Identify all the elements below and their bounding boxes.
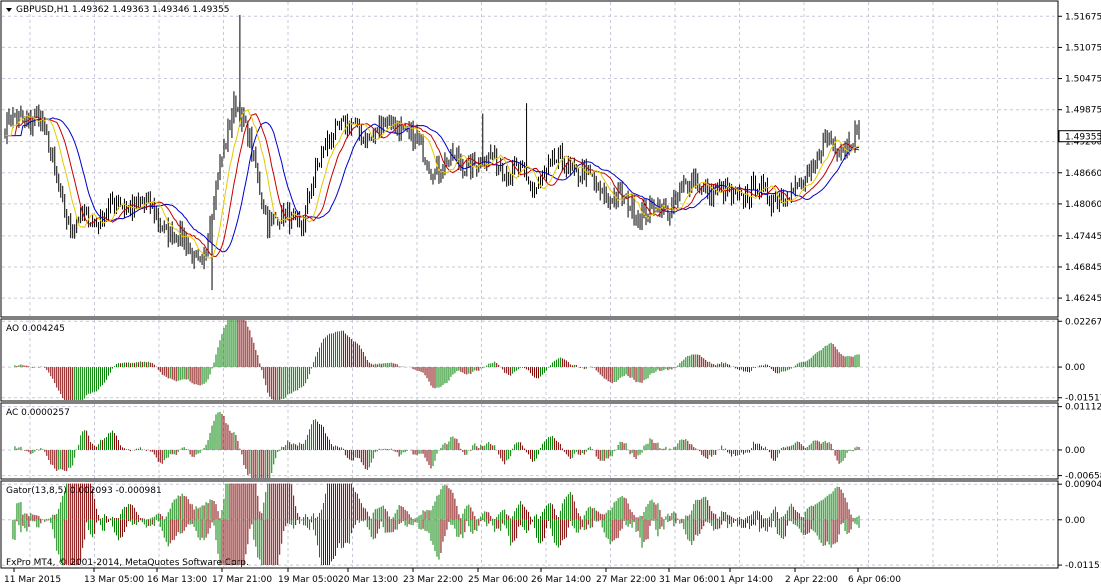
y-tick-label: 1.51075: [1065, 43, 1101, 53]
gator-title: Gator(13,8,5) 0.002093 -0.000981: [6, 486, 162, 496]
y-tick-label: 1.49875: [1065, 106, 1101, 116]
alligator-lines: [5, 108, 860, 259]
y-tick-label: 1.51675: [1065, 12, 1101, 22]
x-tick-label: 11 Mar 2015: [4, 575, 61, 585]
y-tick-label: 1.49260: [1065, 138, 1101, 148]
y-tick-label: 1.48060: [1065, 200, 1101, 210]
ac-title: AC 0.0000257: [6, 408, 70, 418]
y-tick-label: 0.009041: [1065, 480, 1101, 490]
x-tick-label: 13 Mar 05:00: [84, 575, 144, 585]
ac-pane[interactable]: AC 0.0000257 0.011124 0.00 -0.006581: [0, 402, 1101, 482]
ao-pane-frame: [0, 318, 1059, 402]
copyright-text: FxPro MT4, © 2001-2014, MetaQuotes Softw…: [6, 558, 249, 568]
chart-menu-arrow-icon[interactable]: [6, 8, 12, 12]
alligator-lips-line: [5, 108, 860, 259]
y-tick-label: 1.47445: [1065, 232, 1101, 242]
y-tick-label: 0.011124: [1065, 403, 1101, 413]
ac-axis: 0.011124 0.00 -0.006581: [1058, 403, 1101, 482]
x-tick-label: 20 Mar 13:00: [338, 575, 398, 585]
y-tick-label: 1.46245: [1065, 294, 1101, 304]
price-axis: 1.51675 1.51075 1.50475 1.49875 1.49260 1.486…: [1058, 12, 1101, 304]
y-tick-label: -0.015174: [1065, 394, 1101, 404]
last-price-label: 1.49355: [1065, 133, 1101, 143]
y-tick-label: 0.00: [1065, 363, 1085, 373]
x-tick-label: 25 Mar 06:00: [468, 575, 528, 585]
ao-histogram: [14, 320, 860, 400]
y-tick-label: 0.00: [1065, 516, 1085, 526]
ao-pane[interactable]: AO 0.004245 0.022674 0.00 -0.015174: [0, 317, 1101, 404]
y-tick-label: 1.50475: [1065, 75, 1101, 85]
last-price-tag-box: [1058, 130, 1101, 143]
x-tick-label: 2 Apr 22:00: [785, 575, 838, 585]
x-tick-label: 26 Mar 14:00: [531, 575, 591, 585]
ao-title: AO 0.004245: [6, 324, 65, 334]
x-tick-label: 27 Mar 22:00: [596, 575, 656, 585]
y-tick-label: -0.006581: [1065, 472, 1101, 482]
price-pane-frame: [0, 0, 1059, 318]
x-tick-label: 16 Mar 13:00: [147, 575, 207, 585]
x-tick-label: 17 Mar 21:00: [212, 575, 272, 585]
x-tick-label: 1 Apr 14:00: [720, 575, 773, 585]
price-pane[interactable]: GBPUSD,H1 1.49362 1.49363 1.49346 1.4935…: [0, 0, 1101, 318]
ao-axis: 0.022674 0.00 -0.015174: [1058, 317, 1101, 404]
symbol-title: GBPUSD,H1 1.49362 1.49363 1.49346 1.4935…: [16, 5, 229, 15]
ac-histogram: [14, 411, 860, 478]
x-tick-label: 23 Mar 22:00: [403, 575, 463, 585]
gator-pane[interactable]: Gator(13,8,5) 0.002093 -0.000981 FxPro M…: [0, 480, 1101, 571]
y-tick-label: 0.00: [1065, 446, 1085, 456]
gator-histogram: [12, 483, 860, 566]
x-tick-label: 19 Mar 05:00: [278, 575, 338, 585]
x-tick-label: 31 Mar 06:00: [659, 575, 719, 585]
x-tick-label: 6 Apr 06:00: [848, 575, 901, 585]
alligator-teeth-line: [5, 113, 860, 258]
time-axis: 11 Mar 2015 13 Mar 05:00 16 Mar 13:00 17 Ma…: [4, 568, 901, 585]
gator-pane-frame: [0, 480, 1059, 569]
y-tick-label: 1.48660: [1065, 169, 1101, 179]
y-tick-label: 0.022674: [1065, 317, 1101, 327]
y-tick-label: 1.46845: [1065, 263, 1101, 273]
ac-pane-frame: [0, 402, 1059, 480]
last-price-tag: 1.49355: [1058, 130, 1101, 143]
